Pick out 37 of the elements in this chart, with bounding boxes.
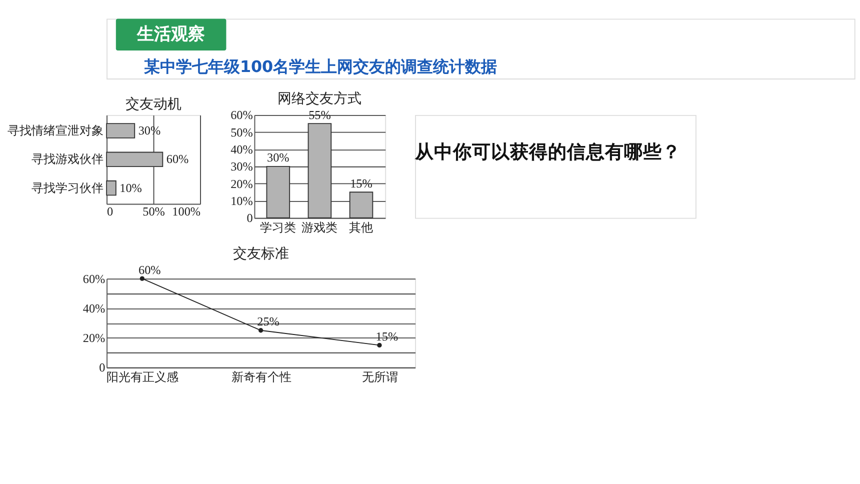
x-tick-label: 无所谓 <box>362 370 398 384</box>
chart-title: 交友标准 <box>232 246 289 262</box>
data-label: 60% <box>138 262 161 277</box>
point <box>377 342 382 348</box>
x-tick-label: 游戏类 <box>302 220 338 234</box>
y-tick-label: 50% <box>230 125 253 140</box>
y-tick-label: 30% <box>230 160 253 174</box>
text: 生活观察 <box>136 23 206 44</box>
chart-title: 交友动机 <box>125 96 182 112</box>
y-tick-label: 寻找游戏伙伴 <box>31 152 104 166</box>
chart-title: 网络交友方式 <box>278 90 362 107</box>
x-tick-label: 50% <box>142 204 165 218</box>
y-tick-label: 60% <box>230 108 253 122</box>
data-label: 30% <box>267 150 290 165</box>
y-tick-label: 40% <box>82 301 106 316</box>
x-tick-label: 其他 <box>349 220 374 234</box>
x-tick-label: 阳光有正义感 <box>106 370 179 384</box>
x-tick-label: 100% <box>172 204 201 218</box>
x-tick-label: 新奇有个性 <box>231 370 292 384</box>
bar <box>266 166 290 218</box>
x-tick-label: 学习类 <box>260 220 296 234</box>
y-tick-label: 60% <box>82 272 106 286</box>
y-tick-label: 10% <box>230 194 253 208</box>
bar <box>349 192 374 218</box>
data-label: 10% <box>120 180 142 195</box>
text: 某中学七年级100名学生上网交友的调查统计数据 <box>142 57 498 76</box>
y-tick-label: 0 <box>99 360 106 375</box>
text: 从中你可以获得的信息有哪些？ <box>414 141 682 163</box>
y-tick-label: 寻找学习伙伴 <box>31 180 104 195</box>
y-tick-label: 20% <box>82 330 106 345</box>
data-label: 60% <box>166 152 189 166</box>
point <box>140 276 144 281</box>
y-tick-label: 20% <box>230 176 253 191</box>
y-tick-label: 40% <box>230 142 253 156</box>
bar <box>308 123 332 218</box>
point <box>258 328 264 333</box>
y-tick-label: 寻找情绪宣泄对象 <box>7 123 104 138</box>
